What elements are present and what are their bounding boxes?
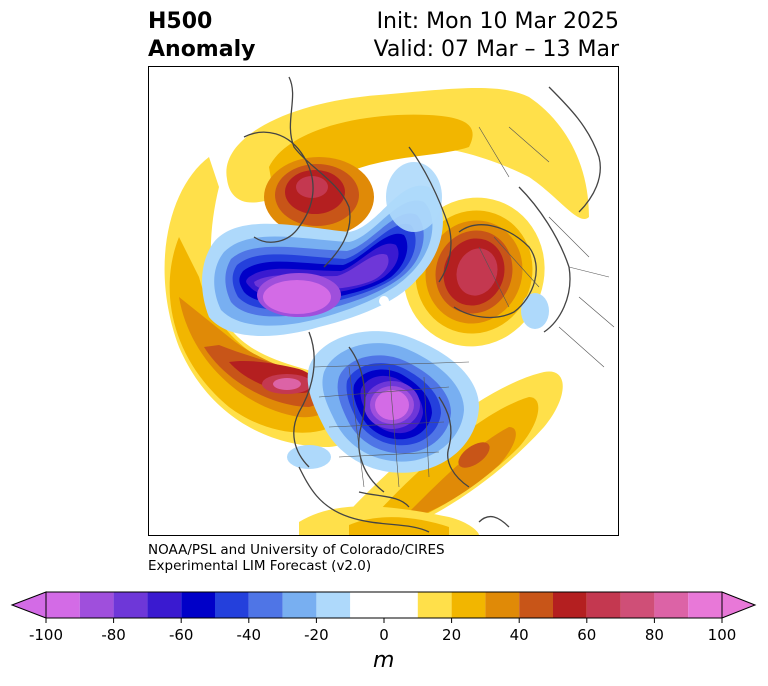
colorbar: -100 -80 -60 -40 -20 0 20 40 60 80 100 bbox=[10, 591, 757, 644]
colorbar-unit-label: m bbox=[373, 648, 395, 673]
colorbar-tick-label: -20 bbox=[304, 626, 329, 644]
colorbar-segment bbox=[248, 592, 283, 618]
colorbar-segment bbox=[113, 592, 148, 618]
anomaly-negative-siberia bbox=[202, 185, 443, 337]
colorbar-segment bbox=[688, 592, 722, 618]
colorbar-tick-label: 20 bbox=[442, 626, 461, 644]
colorbar-tick-label: -40 bbox=[237, 626, 262, 644]
map-canvas bbox=[164, 76, 615, 535]
colorbar-tick-label: -80 bbox=[101, 626, 126, 644]
colorbar-segment bbox=[181, 592, 215, 618]
colorbar-segment bbox=[519, 592, 553, 618]
north-pole-marker bbox=[379, 296, 389, 306]
colorbar-segment bbox=[586, 592, 621, 618]
colorbar-tick-label: -60 bbox=[169, 626, 194, 644]
colorbar-segment bbox=[485, 592, 520, 618]
colorbar-segment bbox=[451, 592, 486, 618]
colorbar-segment bbox=[553, 592, 587, 618]
coastlines bbox=[243, 76, 601, 533]
credit-line-2: Experimental LIM Forecast (v2.0) bbox=[148, 558, 372, 574]
colorbar-segment bbox=[350, 592, 418, 618]
init-date: Init: Mon 10 Mar 2025 bbox=[376, 9, 619, 34]
anomaly-positive-russia bbox=[403, 197, 545, 347]
colorbar-segments bbox=[46, 592, 722, 618]
colorbar-tick-label: 0 bbox=[379, 626, 389, 644]
anomaly-negative-canada bbox=[307, 331, 479, 473]
colorbar-extend-high bbox=[721, 591, 757, 619]
colorbar-tick-label: 100 bbox=[708, 626, 737, 644]
colorbar-tick-label: 60 bbox=[577, 626, 596, 644]
colorbar-segment bbox=[417, 592, 452, 618]
colorbar-segment bbox=[46, 592, 80, 618]
title-variable: H500 bbox=[148, 9, 213, 34]
credit-text: NOAA/PSL and University of Colorado/CIRE… bbox=[148, 542, 445, 574]
title-type: Anomaly bbox=[148, 37, 256, 62]
anomaly-weak-negative bbox=[287, 162, 549, 469]
colorbar-extend-low bbox=[10, 591, 47, 619]
colorbar-segment bbox=[316, 592, 351, 618]
anomaly-positive-gulf bbox=[299, 506, 479, 535]
colorbar-segment bbox=[147, 592, 182, 618]
anomaly-map bbox=[148, 66, 619, 536]
valid-date: Valid: 07 Mar – 13 Mar bbox=[373, 37, 619, 62]
country-borders bbox=[313, 126, 615, 488]
map-title: H500 Anomaly bbox=[148, 8, 255, 64]
colorbar-segment bbox=[620, 592, 655, 618]
colorbar-tick-label: -100 bbox=[29, 626, 63, 644]
anomaly-positive-greenland bbox=[226, 88, 589, 237]
colorbar-segment bbox=[654, 592, 689, 618]
colorbar-tick-label: 40 bbox=[510, 626, 529, 644]
credit-line-1: NOAA/PSL and University of Colorado/CIRE… bbox=[148, 542, 445, 558]
colorbar-segment bbox=[282, 592, 317, 618]
colorbar-segment bbox=[215, 592, 249, 618]
forecast-dates: Init: Mon 10 Mar 2025 Valid: 07 Mar – 13… bbox=[374, 8, 619, 64]
colorbar-ticks: -100 -80 -60 -40 -20 0 20 40 60 80 100 bbox=[29, 618, 736, 644]
colorbar-segment bbox=[79, 592, 114, 618]
colorbar-tick-label: 80 bbox=[645, 626, 664, 644]
